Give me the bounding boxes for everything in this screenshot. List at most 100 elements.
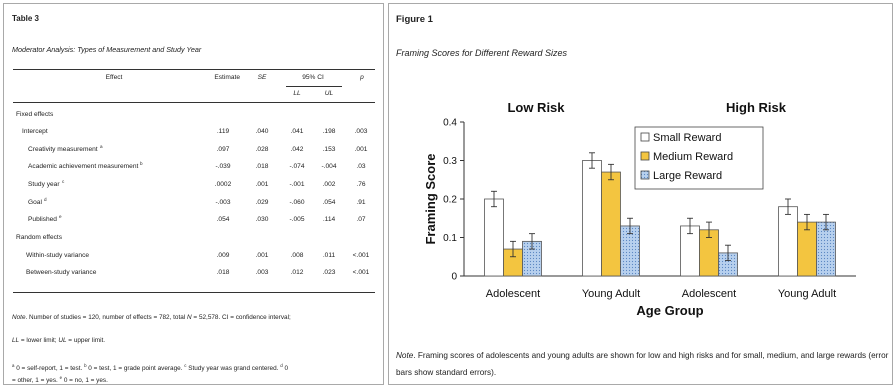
table-label: Table 3 (12, 14, 39, 23)
cell-se: .001 (255, 181, 269, 188)
cell-p: .03 (356, 163, 366, 170)
ci-rule (286, 86, 342, 87)
legend-label: Large Reward (653, 170, 722, 182)
table-row: Goal d -.003 .029 -.060 .054 .91 (4, 197, 384, 211)
y-tick-label: 0 (451, 272, 457, 283)
cell-estimate: -.039 (215, 163, 231, 170)
table-panel: Table 3 Moderator Analysis: Types of Mea… (3, 3, 384, 385)
bar-chart: Low Risk High Risk 0 0.1 0.2 0.3 0.4 Framing Sc… (423, 100, 856, 318)
y-tick-label: 0.1 (443, 233, 457, 244)
cell-ll: -.074 (289, 163, 305, 170)
table-title: Moderator Analysis: Types of Measurement… (12, 45, 202, 54)
cell-ul: -.004 (321, 163, 337, 170)
cell-estimate: .0002 (214, 181, 232, 188)
cell-p: .76 (356, 181, 366, 188)
cell-ll: -.060 (289, 199, 305, 206)
cell-ul: .198 (322, 128, 336, 135)
cell-p: .003 (354, 128, 368, 135)
table-row: Study year c .0002 .001 -.001 .002 .76 (4, 179, 384, 193)
cell-se: .030 (255, 216, 269, 223)
table-row: Within-study variance .009 .001 .008 .011 <.0… (4, 252, 384, 264)
cell-ul: .011 (322, 252, 336, 259)
header-p: p (360, 74, 364, 81)
bar (778, 206, 798, 277)
x-tick-label: Young Adult (582, 288, 640, 300)
x-tick-label: Adolescent (682, 288, 736, 300)
figure-note: Note. Framing scores of adolescents and … (396, 347, 891, 381)
row-label-footnote: b (140, 161, 143, 166)
row-label: Study year (28, 181, 60, 188)
cell-ul: .114 (322, 216, 336, 223)
y-tick-label: 0.3 (443, 156, 457, 167)
table-footnotes: a 0 = self-report, 1 = test. b 0 = test,… (12, 363, 289, 385)
legend-swatch (640, 170, 650, 180)
cell-estimate: .119 (216, 128, 230, 135)
x-axis-label: Age Group (636, 303, 703, 318)
row-label: Intercept (22, 128, 48, 135)
cell-ll: .041 (290, 128, 304, 135)
cell-p: .91 (356, 199, 366, 206)
bar (601, 171, 621, 277)
row-label-footnote: d (44, 197, 47, 202)
header-estimate: Estimate (214, 74, 240, 81)
cell-estimate: .009 (216, 252, 230, 259)
row-label-footnote: e (59, 214, 62, 219)
bar (582, 160, 602, 277)
cell-se: .040 (255, 128, 269, 135)
legend-label: Small Reward (653, 132, 721, 144)
row-label: Creativity measurement (28, 146, 98, 153)
cell-se: .003 (255, 269, 269, 276)
cell-estimate: .097 (216, 146, 230, 153)
cell-ul: .023 (322, 269, 336, 276)
cell-estimate: .018 (216, 269, 230, 276)
cell-se: .018 (255, 163, 269, 170)
legend-label: Medium Reward (653, 151, 733, 163)
row-label-footnote: a (100, 144, 103, 149)
cell-ll: .012 (290, 269, 304, 276)
table-row: Random effects (4, 234, 384, 246)
row-label: Goal (28, 199, 42, 206)
cell-ul: .054 (322, 199, 336, 206)
figure-label: Figure 1 (396, 14, 433, 25)
cell-ul: .002 (322, 181, 336, 188)
cell-se: .028 (255, 146, 269, 153)
figure-note-prefix: Note (396, 351, 414, 360)
cell-estimate: .054 (216, 216, 230, 223)
table-note-line1: Note. Number of studies = 120, number of… (12, 314, 291, 321)
table-row: Published e .054 .030 -.005 .114 .07 (4, 214, 384, 228)
row-label: Within-study variance (26, 252, 90, 259)
table-top-rule (13, 69, 375, 70)
cell-se: .029 (255, 199, 269, 206)
figure-panel: Figure 1 Framing Scores for Different Re… (388, 3, 893, 385)
y-axis-label: Framing Score (423, 153, 438, 244)
figure-note-text: . Framing scores of adolescents and youn… (396, 351, 889, 377)
cell-estimate: -.003 (215, 199, 231, 206)
row-label: Academic achievement measurement (28, 163, 139, 170)
legend-swatch (640, 132, 650, 142)
legend-swatch (640, 151, 650, 161)
table-row: Intercept .119 .040 .041 .198 .003 (4, 128, 384, 140)
cell-ll: -.005 (289, 216, 305, 223)
table-header-rule (13, 102, 375, 103)
cell-p: .07 (356, 216, 366, 223)
bar (484, 198, 504, 277)
cell-se: .001 (255, 252, 269, 259)
note-prefix: Note (12, 314, 26, 321)
cell-p: <.001 (352, 252, 370, 259)
row-label: Between-study variance (26, 269, 97, 276)
header-effect: Effect (105, 74, 123, 81)
y-tick-label: 0.2 (443, 195, 457, 206)
table-row: Between-study variance .018 .003 .012 .023 <.… (4, 269, 384, 281)
x-tick-label: Young Adult (778, 288, 836, 300)
table-row: Academic achievement measurement b -.039 .0… (4, 161, 384, 175)
cell-ll: .008 (290, 252, 304, 259)
row-label: Random effects (16, 234, 63, 241)
legend-box (634, 126, 764, 190)
y-tick-label: 0.4 (443, 118, 457, 129)
cell-p: <.001 (352, 269, 370, 276)
row-label: Published (28, 216, 57, 223)
row-label: Fixed effects (16, 111, 54, 118)
table-note-line2: LL = lower limit; UL = upper limit. (12, 337, 106, 344)
panel-title: High Risk (726, 100, 787, 115)
cell-ll: -.001 (289, 181, 305, 188)
